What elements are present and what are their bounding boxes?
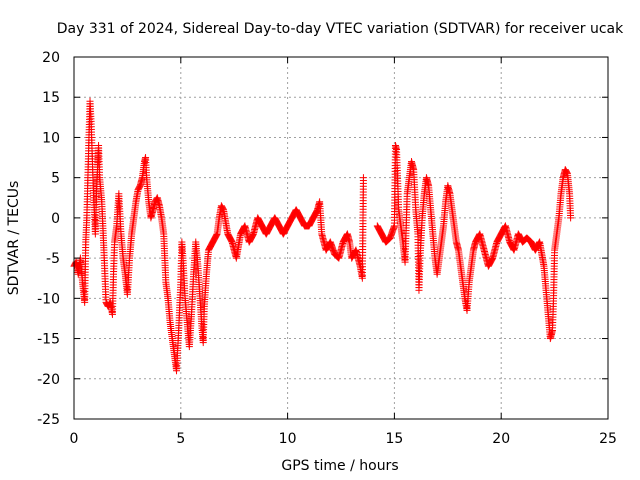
y-tick-label: -25 <box>37 412 60 428</box>
y-tick-label: 5 <box>51 171 60 187</box>
y-tick-label: 10 <box>42 130 60 146</box>
data-point <box>563 169 571 177</box>
x-tick-label: 20 <box>492 431 510 447</box>
plot-frame <box>73 56 609 420</box>
chart-title: Day 331 of 2024, Sidereal Day-to-day VTE… <box>57 21 624 37</box>
y-tick-label: -20 <box>37 372 60 388</box>
data-point <box>567 214 575 222</box>
x-tick-label: 10 <box>279 431 297 447</box>
y-tick-label: -5 <box>46 251 60 267</box>
y-tick-label: -15 <box>37 332 60 348</box>
data-point <box>386 235 394 243</box>
data-points <box>70 97 575 375</box>
x-axis-label: GPS time / hours <box>281 458 398 474</box>
x-tick-label: 25 <box>599 431 617 447</box>
data-point <box>359 174 367 182</box>
y-axis-label: SDTVAR / TECUs <box>6 181 22 296</box>
x-tick-label: 15 <box>385 431 403 447</box>
y-tick-labels: -25 -20 -15 -10 -5 0 5 10 15 20 <box>37 50 60 428</box>
x-tick-labels: 0 5 10 15 20 25 <box>70 431 617 447</box>
y-tick-label: 0 <box>51 211 60 227</box>
y-tick-label: 20 <box>42 50 60 66</box>
x-tick-label: 5 <box>176 431 185 447</box>
grid-lines <box>74 57 608 419</box>
y-tick-label: 15 <box>42 90 60 106</box>
x-tick-label: 0 <box>70 431 79 447</box>
y-tick-label: -10 <box>37 291 60 307</box>
